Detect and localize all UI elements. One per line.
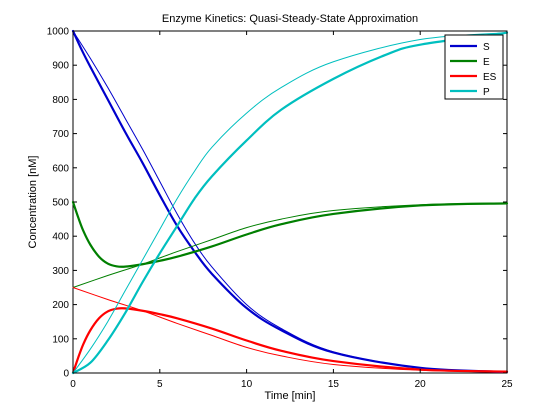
series-line-s: [71, 29, 509, 374]
series-line-p: [71, 31, 509, 375]
y-axis-label: Concentration [nM]: [27, 156, 39, 249]
y-tick-label: 0: [63, 369, 69, 380]
legend-label: P: [483, 87, 490, 98]
x-axis-label: Time [min]: [265, 390, 316, 402]
y-tick-label: 600: [52, 163, 69, 174]
x-tick-label: 10: [241, 379, 253, 390]
ticks-layer: 0 5 10 15 20 25 0 100 200 300 400 500 600 700 800 900 10…: [47, 27, 513, 391]
legend-box: [444, 34, 504, 100]
y-tick-label: 900: [52, 61, 69, 72]
plot-area: [72, 30, 508, 374]
x-tick-label: 20: [415, 379, 427, 390]
x-tick-label: 0: [70, 379, 76, 390]
chart-title: Enzyme Kinetics: Quasi-Steady-State Appr…: [162, 13, 418, 25]
y-tick-label: 700: [52, 129, 69, 140]
legend-label: ES: [483, 72, 497, 83]
y-tick-label: 300: [52, 266, 69, 277]
series-line-qssa-1: [72, 30, 508, 373]
x-tick-label: 5: [157, 379, 163, 390]
y-tick-label: 100: [52, 334, 69, 345]
x-tick-label: 25: [501, 379, 513, 390]
y-tick-label: 400: [52, 232, 69, 243]
legend-label: S: [483, 42, 490, 53]
y-tick-label: 1000: [47, 27, 70, 38]
y-tick-label: 800: [52, 95, 69, 106]
series-layer: [71, 29, 509, 375]
y-tick-label: 500: [52, 198, 69, 209]
legend-label: E: [483, 57, 490, 68]
x-tick-label: 15: [328, 379, 340, 390]
series-line-qssa-7: [72, 32, 508, 374]
axes-frame: [72, 30, 508, 374]
series-line-qssa-3: [72, 202, 508, 288]
y-tick-label: 200: [52, 300, 69, 311]
legend: SE ES P: [444, 34, 504, 100]
